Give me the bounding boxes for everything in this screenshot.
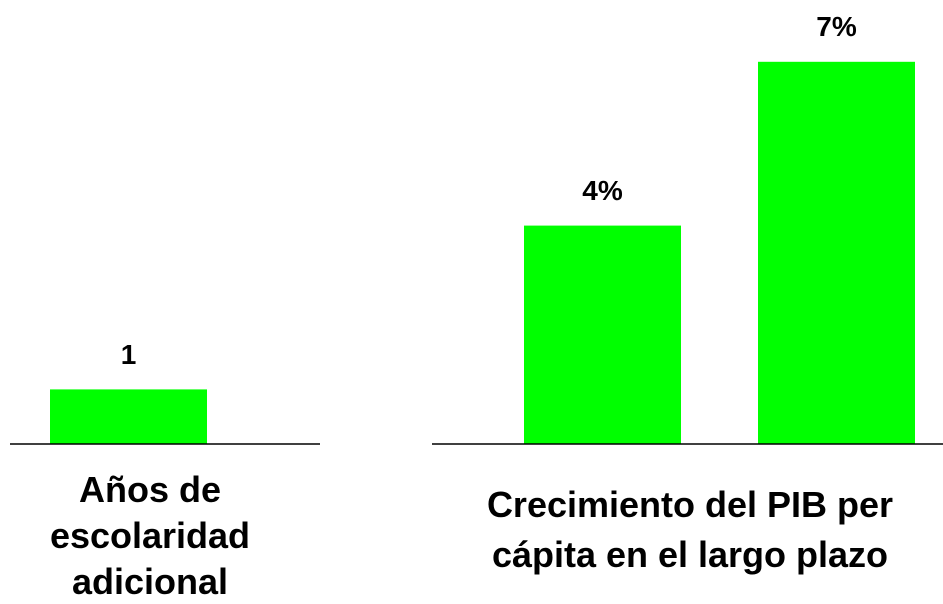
data-label: 1 [121, 339, 137, 370]
bar [524, 225, 681, 444]
bar [758, 61, 915, 445]
x-axis-label: Años de escolaridad adicional [49, 469, 251, 602]
data-label: 4% [582, 175, 623, 206]
bar [50, 389, 207, 444]
x-axis-label: Crecimiento del PIB per cápita en el lar… [486, 484, 894, 575]
data-label: 7% [816, 11, 857, 42]
